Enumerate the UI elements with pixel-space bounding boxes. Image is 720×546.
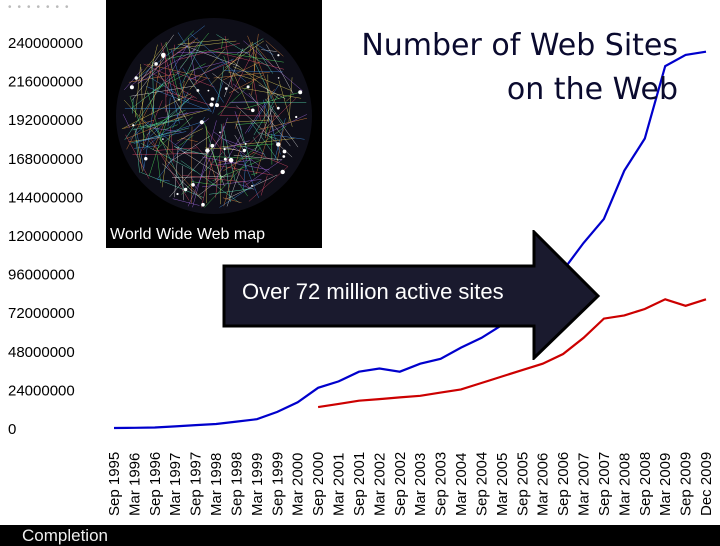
y-tick-label: 72000000 — [8, 305, 75, 322]
map-node — [210, 144, 214, 148]
x-tick-label: Sep 2007 — [596, 452, 613, 516]
x-tick-label: Sep 1997 — [188, 452, 205, 516]
x-tick-label: Sep 2000 — [310, 452, 327, 516]
y-tick-label: 192000000 — [8, 112, 83, 129]
slide-title-line-2: on the Web — [361, 68, 678, 112]
y-tick-label: 120000000 — [8, 228, 83, 245]
x-tick-label: Mar 1998 — [208, 453, 225, 516]
map-node — [295, 116, 297, 118]
map-node — [132, 124, 134, 126]
map-node — [200, 120, 204, 124]
map-node — [178, 99, 180, 101]
map-node — [154, 62, 158, 66]
map-node — [184, 188, 187, 191]
map-node — [162, 138, 164, 140]
map-node — [229, 158, 234, 163]
x-tick-label: Mar 2004 — [453, 453, 470, 516]
map-node — [201, 203, 205, 207]
x-tick-label: Mar 2002 — [371, 453, 388, 516]
y-tick-label: 216000000 — [8, 74, 83, 91]
map-node — [276, 142, 280, 146]
map-node — [215, 103, 219, 107]
y-tick-label: 144000000 — [8, 189, 83, 206]
x-tick-label: Mar 1999 — [249, 453, 266, 516]
x-tick-label: Sep 1998 — [228, 452, 245, 516]
map-node — [219, 132, 221, 134]
x-tick-label: Sep 2004 — [473, 452, 490, 516]
x-tick-label: Sep 1996 — [147, 452, 164, 516]
x-tick-label: Mar 1996 — [126, 453, 143, 516]
slide-title: Number of Web Sites on the Web — [361, 24, 678, 112]
map-node — [135, 76, 138, 79]
map-node — [208, 90, 210, 92]
x-tick-label: Sep 1999 — [269, 452, 286, 516]
map-node — [197, 89, 200, 92]
map-node — [245, 143, 247, 145]
x-tick-label: Mar 1997 — [167, 453, 184, 516]
y-tick-label: 96000000 — [8, 267, 75, 284]
map-node — [277, 107, 280, 110]
map-node — [209, 103, 213, 107]
x-tick-label: Sep 2006 — [555, 452, 572, 516]
slide-title-line-1: Number of Web Sites — [361, 24, 678, 68]
map-node — [225, 87, 228, 90]
x-tick-label: Sep 2002 — [392, 452, 409, 516]
x-tick-label: Mar 2005 — [494, 453, 511, 516]
map-node — [251, 185, 253, 187]
x-tick-label: Dec 2009 — [698, 452, 715, 516]
map-node — [282, 155, 285, 158]
x-tick-label: Mar 2007 — [576, 453, 593, 516]
callout-text: Over 72 million active sites — [222, 279, 504, 305]
map-node — [211, 97, 215, 101]
x-tick-label: Sep 2008 — [637, 452, 654, 516]
x-tick-label: Mar 2006 — [535, 453, 552, 516]
map-node — [247, 85, 250, 88]
www-map-graphic — [106, 0, 322, 248]
x-tick-label: Sep 2001 — [351, 452, 368, 516]
map-node — [298, 90, 302, 94]
callout-arrow: Over 72 million active sites — [222, 264, 602, 320]
y-tick-label: 168000000 — [8, 151, 83, 168]
map-node — [224, 148, 226, 150]
map-node — [144, 157, 147, 160]
x-tick-label: Mar 2001 — [331, 453, 348, 516]
map-node — [191, 183, 195, 187]
map-node — [162, 56, 164, 58]
map-node — [224, 158, 227, 161]
map-node — [176, 193, 178, 195]
x-tick-label: Sep 2009 — [678, 452, 695, 516]
map-node — [283, 150, 287, 154]
y-tick-label: 24000000 — [8, 382, 75, 399]
y-tick-label: 48000000 — [8, 344, 75, 361]
footer-fragment: Completion — [22, 526, 108, 546]
map-node — [130, 85, 134, 89]
x-tick-label: Sep 1995 — [106, 452, 123, 516]
map-node — [281, 170, 285, 174]
decorative-dots: ••••••• — [8, 2, 75, 14]
map-node — [243, 149, 246, 152]
map-node — [205, 148, 209, 152]
y-tick-label: 0 — [8, 421, 16, 438]
www-map-image — [106, 0, 322, 248]
map-node — [278, 77, 280, 79]
y-tick-label: 240000000 — [8, 35, 83, 52]
x-tick-label: Sep 2005 — [514, 452, 531, 516]
map-node — [251, 109, 255, 113]
x-tick-label: Mar 2009 — [657, 453, 674, 516]
map-node — [277, 54, 279, 56]
x-tick-label: Mar 2000 — [290, 453, 307, 516]
x-tick-label: Mar 2008 — [616, 453, 633, 516]
x-tick-label: Mar 2003 — [412, 453, 429, 516]
x-tick-label: Sep 2003 — [433, 452, 450, 516]
